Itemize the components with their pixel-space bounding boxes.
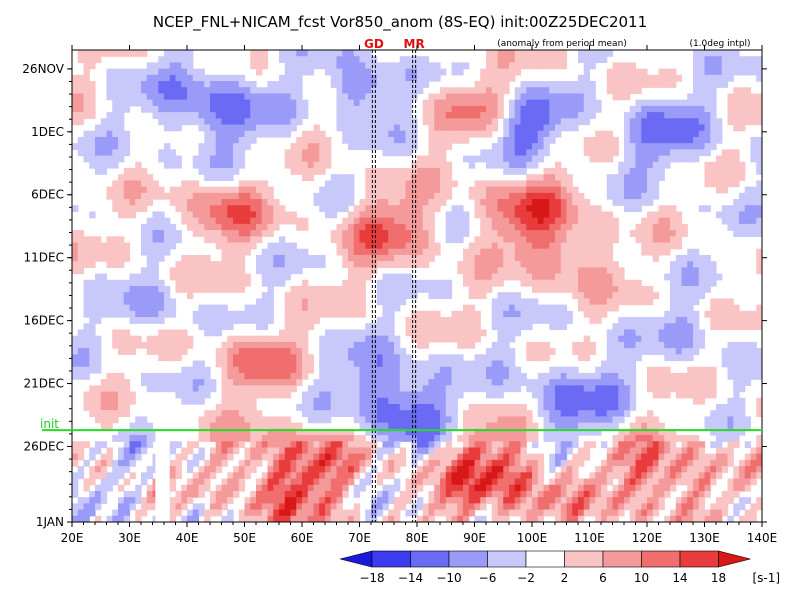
colorbar-swatch (641, 550, 681, 568)
y-tick-label: 1JAN (36, 515, 64, 529)
x-tick-label: 140E (747, 531, 778, 545)
x-tick-label: 30E (118, 531, 141, 545)
x-tick-label: 130E (689, 531, 720, 545)
colorbar-level-label: −18 (359, 571, 384, 585)
marker-label: MR (404, 37, 425, 51)
colorbar-level-label: −10 (436, 571, 461, 585)
colorbar-level-label: 18 (711, 571, 726, 585)
colorbar-min-arrow (339, 550, 373, 568)
x-tick-label: 70E (348, 531, 371, 545)
x-tick-label: 40E (176, 531, 199, 545)
x-tick-label: 100E (517, 531, 548, 545)
note-interpolation: (1.0deg intpl) (689, 39, 750, 49)
colorbar-swatch (410, 550, 450, 568)
x-tick-label: 110E (574, 531, 605, 545)
colorbar-level-label: 10 (634, 571, 649, 585)
x-tick-label: 50E (233, 531, 256, 545)
x-tick-label: 80E (406, 531, 429, 545)
colorbar-swatch (525, 550, 565, 568)
x-tick-label: 90E (463, 531, 486, 545)
colorbar-swatch (679, 550, 719, 568)
y-tick-label: 6DEC (31, 188, 64, 202)
init-label: init (40, 417, 59, 431)
colorbar-level-label: 6 (599, 571, 607, 585)
colorbar-swatch (448, 550, 488, 568)
subtitle-anomaly: (anomaly from period mean) (497, 39, 627, 49)
y-tick-label: 26DEC (24, 439, 64, 453)
colorbar-level-label: −6 (479, 571, 497, 585)
colorbar-level-label: −2 (517, 571, 535, 585)
x-tick-label: 20E (61, 531, 84, 545)
y-tick-label: 1DEC (31, 125, 64, 139)
y-tick-label: 11DEC (24, 251, 64, 265)
colorbar: −18 −14 −10 −6 −2 2 6 10 14 18 [s-1] (339, 550, 781, 585)
x-tick-label: 60E (291, 531, 314, 545)
y-tick-label: 16DEC (24, 314, 64, 328)
colorbar-level-label: 2 (561, 571, 569, 585)
colorbar-unit: [s-1] (753, 571, 781, 585)
colorbar-swatch (602, 550, 642, 568)
plot-area (72, 50, 762, 522)
missing-data-strip (155, 430, 170, 522)
chart-title: NCEP_FNL+NICAM_fcst Vor850_anom (8S-EQ) … (153, 13, 647, 32)
colorbar-swatch (371, 550, 411, 568)
colorbar-level-label: 14 (672, 571, 687, 585)
y-tick-label: 21DEC (24, 377, 64, 391)
marker-label: GD (364, 37, 384, 51)
colorbar-level-label: −14 (398, 571, 423, 585)
colorbar-swatch (564, 550, 604, 568)
colorbar-max-arrow (718, 550, 751, 568)
y-tick-label: 26NOV (22, 62, 64, 76)
colorbar-swatch (487, 550, 527, 568)
x-tick-label: 120E (632, 531, 663, 545)
